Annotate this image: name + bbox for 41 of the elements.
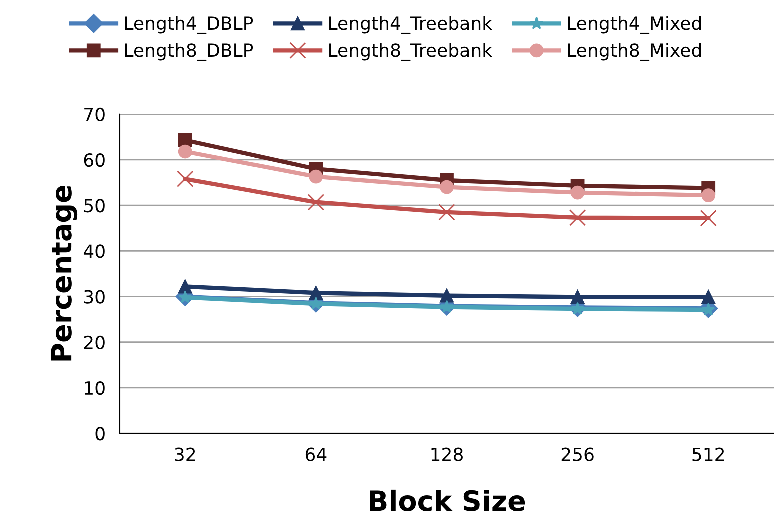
point [309,170,324,184]
legend-label: Length8_DBLP [125,43,254,62]
point [700,210,717,227]
point [440,180,454,194]
point [440,300,454,314]
point [309,286,324,300]
x-tick-label: 64 [306,448,327,462]
point [570,290,585,304]
y-tick-label: 50 [84,199,105,213]
legend-label: Length4_DBLP [125,16,254,34]
point [569,210,586,226]
point [570,186,585,200]
point [440,288,454,303]
legend-label: Length4_Mixed [568,16,702,34]
point [702,188,716,202]
y-tick-label: 70 [84,108,105,122]
y-tick-label: 10 [85,381,105,396]
y-tick-label: 20 [84,336,105,350]
y-axis-title: Percentage [51,186,78,361]
point [310,297,323,310]
point [571,302,584,315]
y-tick-label: 30 [84,290,105,304]
point [308,194,325,211]
x-tick-label: 128 [432,448,463,462]
y-tick-label: 40 [84,244,105,258]
point [177,170,194,188]
point [178,144,192,159]
x-axis-title: Block Size [370,490,526,512]
point [178,280,192,294]
x-tick-label: 256 [562,448,594,462]
point [702,290,716,304]
x-tick-label: 32 [175,448,196,462]
point [438,204,456,221]
point [178,133,192,148]
x-tick-label: 512 [692,448,724,462]
legend-label: Length4_Treebank [330,16,493,34]
point [178,290,192,304]
legend-label: Length8_Mixed [568,43,702,62]
y-tick-label: 60 [84,153,105,168]
y-tick-label: 0 [96,427,105,441]
legend-label: Length8_Treebank [330,43,493,62]
